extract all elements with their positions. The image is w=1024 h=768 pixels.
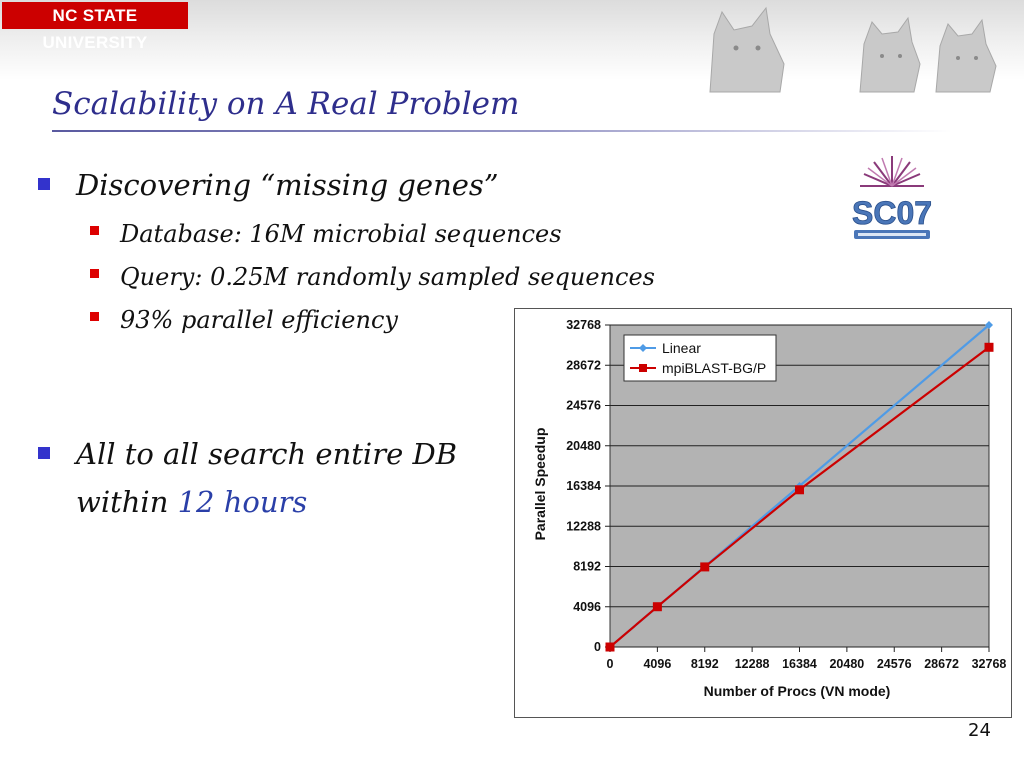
bullet-text-all-to-all: All to all search entire DB [76, 437, 458, 471]
x-tick-label-0: 0 [607, 657, 614, 671]
sub-bullet-marker [90, 226, 99, 235]
sc07-logo: SC07 [852, 156, 932, 239]
legend-marker-1 [639, 364, 647, 372]
x-tick-label-2: 8192 [691, 657, 719, 671]
x-tick-labels: 0 4096 8192 12288 16384 20480 24576 28672 32768 [607, 647, 1007, 671]
sub-bullet-marker [90, 312, 99, 321]
bullet-text-missing-genes: Discovering “missing genes” [76, 168, 499, 202]
svg-text:SC07: SC07 [852, 195, 932, 231]
legend-marker-0 [639, 344, 647, 352]
y-tick-label-6: 24576 [566, 399, 601, 413]
grid-lines [605, 324, 989, 648]
sub-bullet-marker [90, 269, 99, 278]
x-axis-label: Number of Procs (VN mode) [704, 683, 891, 699]
marker-mpiblast-4 [984, 342, 994, 352]
y-axis-label: Parallel Speedup [532, 428, 548, 541]
y-tick-label-3: 12288 [566, 519, 601, 533]
bullet-text-within: within 12 hours [76, 485, 307, 519]
x-tick-label-1: 4096 [643, 657, 671, 671]
x-tick-label-3: 12288 [735, 657, 770, 671]
legend-label-0: Linear [662, 340, 701, 356]
bullet-marker [38, 178, 50, 190]
x-tick-label-5: 20480 [829, 657, 864, 671]
marker-mpiblast-2 [700, 562, 710, 572]
y-tick-label-4: 16384 [566, 479, 601, 493]
speedup-chart-svg: 040968192122881638420480245762867232768 … [532, 318, 1007, 699]
y-tick-label-0: 0 [594, 640, 601, 654]
wolves-banner-image [709, 6, 997, 93]
marker-linear-4 [985, 321, 993, 329]
y-tick-label-8: 32768 [566, 318, 601, 332]
sub-bullet-database: Database: 16M microbial sequences [120, 220, 562, 248]
x-tick-label-7: 28672 [924, 657, 959, 671]
y-tick-label-5: 20480 [566, 439, 601, 453]
x-tick-label-6: 24576 [877, 657, 912, 671]
page-number: 24 [968, 720, 991, 741]
x-tick-label-4: 16384 [782, 657, 817, 671]
y-tick-label-1: 4096 [573, 600, 601, 614]
series-markers [605, 321, 994, 652]
y-tick-labels: 0 4096 8192 12288 16384 20480 24576 28672 32768 [566, 318, 601, 654]
chart-legend: Linear mpiBLAST-BG/P [623, 334, 777, 382]
title-underline [52, 130, 952, 132]
sub-bullet-query: Query: 0.25M randomly sampled sequences [120, 263, 655, 291]
legend-box [623, 334, 777, 382]
within-prefix: within [76, 485, 178, 519]
nc-state-logo: NC STATE UNIVERSITY [2, 2, 188, 52]
sub-bullet-efficiency: 93% parallel efficiency [120, 306, 398, 334]
y-tick-label-7: 28672 [566, 358, 601, 372]
speedup-chart: 0 4096 8192 12288 16384 20480 24576 28672 32768 … [514, 308, 1012, 718]
bullet-marker [38, 447, 50, 459]
marker-mpiblast-3 [795, 485, 804, 495]
twelve-hours-highlight: 12 hours [177, 485, 308, 519]
slide-title: Scalability on A Real Problem [52, 86, 520, 122]
marker-mpiblast-1 [652, 602, 662, 612]
y-tick-label-2: 8192 [573, 560, 601, 574]
marker-mpiblast-0 [605, 642, 615, 652]
x-tick-label-8: 32768 [972, 657, 1007, 671]
legend-label-1: mpiBLAST-BG/P [662, 360, 766, 376]
